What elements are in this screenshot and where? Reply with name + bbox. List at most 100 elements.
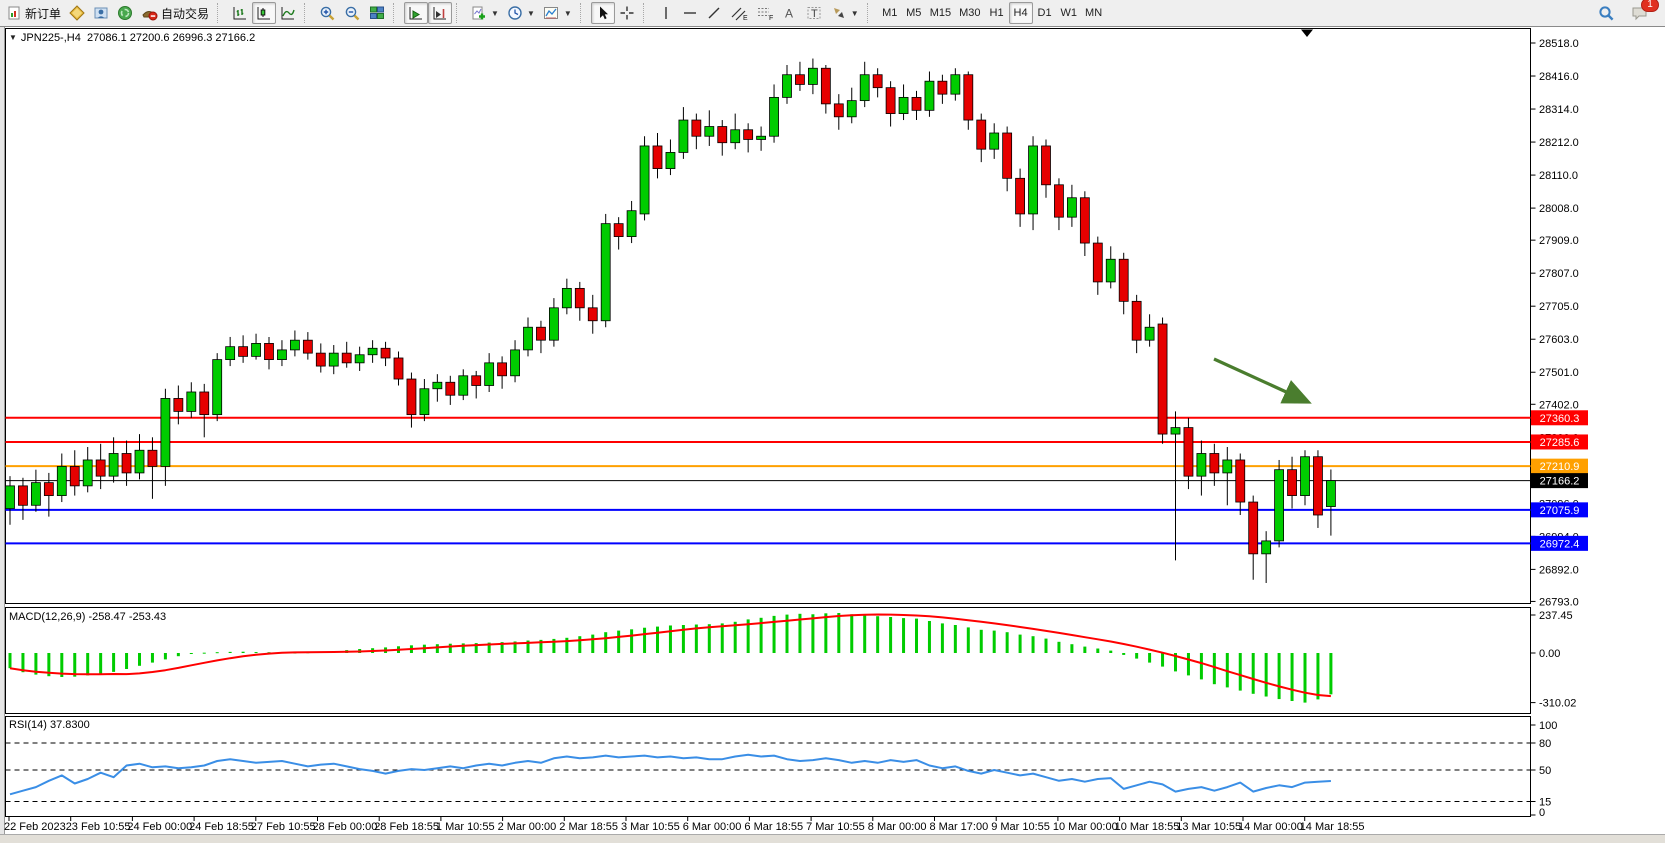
chart-canvas[interactable]: 28518.0 28416.0 28314.0 28212.0 28110.0 28008…: [0, 27, 1665, 843]
crosshair-button[interactable]: [615, 2, 639, 24]
text-label-icon: T: [807, 7, 821, 20]
svg-text:2 Mar 00:00: 2 Mar 00:00: [498, 821, 557, 833]
svg-text:100: 100: [1539, 720, 1557, 732]
market-watch-button[interactable]: [65, 2, 89, 24]
svg-text:24 Feb 00:00: 24 Feb 00:00: [127, 821, 192, 833]
search-icon: [1599, 5, 1614, 20]
zoom-out-button[interactable]: [340, 2, 365, 24]
fibonacci-button[interactable]: F: [752, 2, 778, 24]
vertical-line-button[interactable]: [654, 2, 678, 24]
macd-indicator-label: MACD(12,26,9) -258.47 -253.43: [9, 611, 167, 623]
text-button[interactable]: A: [778, 2, 802, 24]
tile-windows-button[interactable]: [365, 2, 389, 24]
zoom-out-icon: [345, 6, 360, 20]
timeframe-h4-button[interactable]: H4: [1008, 2, 1033, 24]
horizontal-line-icon: [683, 12, 696, 14]
text-icon: A: [785, 7, 793, 21]
timeframe-d1-button[interactable]: D1: [1037, 7, 1052, 19]
notifications-button[interactable]: 1: [1627, 0, 1659, 24]
auto-scroll-button[interactable]: [404, 2, 429, 24]
arrows-shapes-button[interactable]: ▼: [827, 2, 863, 24]
periods-clock-icon: [508, 6, 522, 20]
timeframe-m1-button[interactable]: M1: [882, 7, 898, 19]
dropdown-caret-icon: ▼: [491, 8, 499, 18]
horizontal-line-button[interactable]: [678, 2, 702, 24]
svg-text:27705.0: 27705.0: [1539, 301, 1579, 313]
new-order-button[interactable]: 新订单: [2, 2, 65, 24]
annotation-arrow: [1213, 357, 1312, 404]
autotrading-label: 自动交易: [161, 6, 210, 21]
crosshair-icon: [620, 6, 634, 20]
svg-text:-310.02: -310.02: [1539, 698, 1576, 710]
svg-text:27210.9: 27210.9: [1540, 461, 1580, 473]
trendline-button[interactable]: [702, 2, 726, 24]
svg-text:24 Feb 18:55: 24 Feb 18:55: [189, 821, 254, 833]
fibonacci-icon: F: [757, 7, 773, 21]
ohlc-toggle-icon[interactable]: ▼: [9, 33, 17, 42]
timeframe-w1-button[interactable]: W1: [1060, 7, 1078, 19]
new-order-label: 新订单: [25, 6, 62, 21]
chart-shift-marker: [1301, 29, 1313, 37]
timeframe-m5-button[interactable]: M5: [906, 7, 922, 19]
svg-text:28416.0: 28416.0: [1539, 71, 1579, 83]
timeframe-mn-button[interactable]: MN: [1085, 7, 1103, 19]
toolbar-separator: [642, 3, 651, 23]
zoom-in-icon: [320, 6, 335, 20]
navigator-button[interactable]: [113, 2, 137, 24]
search-button[interactable]: [1594, 2, 1619, 24]
auto-scroll-icon: [409, 7, 423, 20]
svg-text:27909.0: 27909.0: [1539, 235, 1579, 247]
periods-button[interactable]: ▼: [503, 2, 539, 24]
rsi-pane: 100 80 50 150: [5, 720, 1557, 819]
timeframe-h1-button[interactable]: H1: [989, 7, 1004, 19]
svg-text:27166.2: 27166.2: [1540, 476, 1580, 488]
svg-text:6 Mar 00:00: 6 Mar 00:00: [683, 821, 742, 833]
equidistant-channel-button[interactable]: E: [726, 2, 752, 24]
timeframe-m15-button[interactable]: M15: [929, 7, 952, 19]
svg-text:A: A: [785, 7, 793, 21]
svg-text:27360.3: 27360.3: [1540, 413, 1580, 425]
chart-shift-button[interactable]: [428, 2, 453, 24]
cursor-icon: [599, 6, 608, 20]
svg-text:50: 50: [1539, 765, 1551, 777]
line-chart-button[interactable]: [276, 2, 300, 24]
svg-text:27402.0: 27402.0: [1539, 399, 1579, 411]
new-order-icon: [8, 6, 20, 20]
indicators-button[interactable]: ▼: [467, 2, 503, 24]
svg-text:E: E: [743, 15, 748, 21]
svg-text:27285.6: 27285.6: [1540, 437, 1580, 449]
svg-text:6 Mar 18:55: 6 Mar 18:55: [744, 821, 803, 833]
svg-text:28314.0: 28314.0: [1539, 104, 1579, 116]
toolbar-separator: [579, 3, 588, 23]
svg-text:27501.0: 27501.0: [1539, 367, 1579, 379]
svg-text:8 Mar 00:00: 8 Mar 00:00: [868, 821, 927, 833]
text-label-button[interactable]: T: [802, 2, 827, 24]
timeframe-m30-button[interactable]: M30: [959, 7, 981, 19]
toolbar-right: 1: [1594, 0, 1663, 24]
zoom-in-button[interactable]: [315, 2, 340, 24]
cursor-button[interactable]: [590, 2, 615, 24]
svg-text:23 Feb 10:55: 23 Feb 10:55: [66, 821, 131, 833]
toolbar-separator: [456, 3, 464, 23]
svg-text:26972.4: 26972.4: [1540, 538, 1580, 550]
svg-text:27603.0: 27603.0: [1539, 334, 1579, 346]
autotrading-button[interactable]: 自动交易: [137, 2, 213, 24]
data-window-button[interactable]: [89, 2, 113, 24]
toolbar-separator: [304, 3, 312, 23]
svg-text:15: 15: [1539, 797, 1551, 809]
svg-text:237.45: 237.45: [1539, 610, 1573, 622]
svg-text:9 Mar 10:55: 9 Mar 10:55: [991, 821, 1050, 833]
line-chart-icon: [281, 7, 295, 20]
templates-button[interactable]: ▼: [539, 2, 576, 24]
dropdown-caret-icon: ▼: [563, 8, 572, 18]
rsi-line: [9, 753, 1331, 796]
svg-text:F: F: [769, 15, 773, 21]
candlestick-chart-button[interactable]: [252, 2, 277, 24]
toolbar-separator: [217, 3, 225, 23]
macd-signal-line: [9, 613, 1331, 698]
bar-chart-button[interactable]: [228, 2, 252, 24]
dropdown-caret-icon: ▼: [850, 8, 859, 18]
ohlc-values-label: 27086.1 27200.6 26996.3 27166.2: [86, 32, 256, 44]
